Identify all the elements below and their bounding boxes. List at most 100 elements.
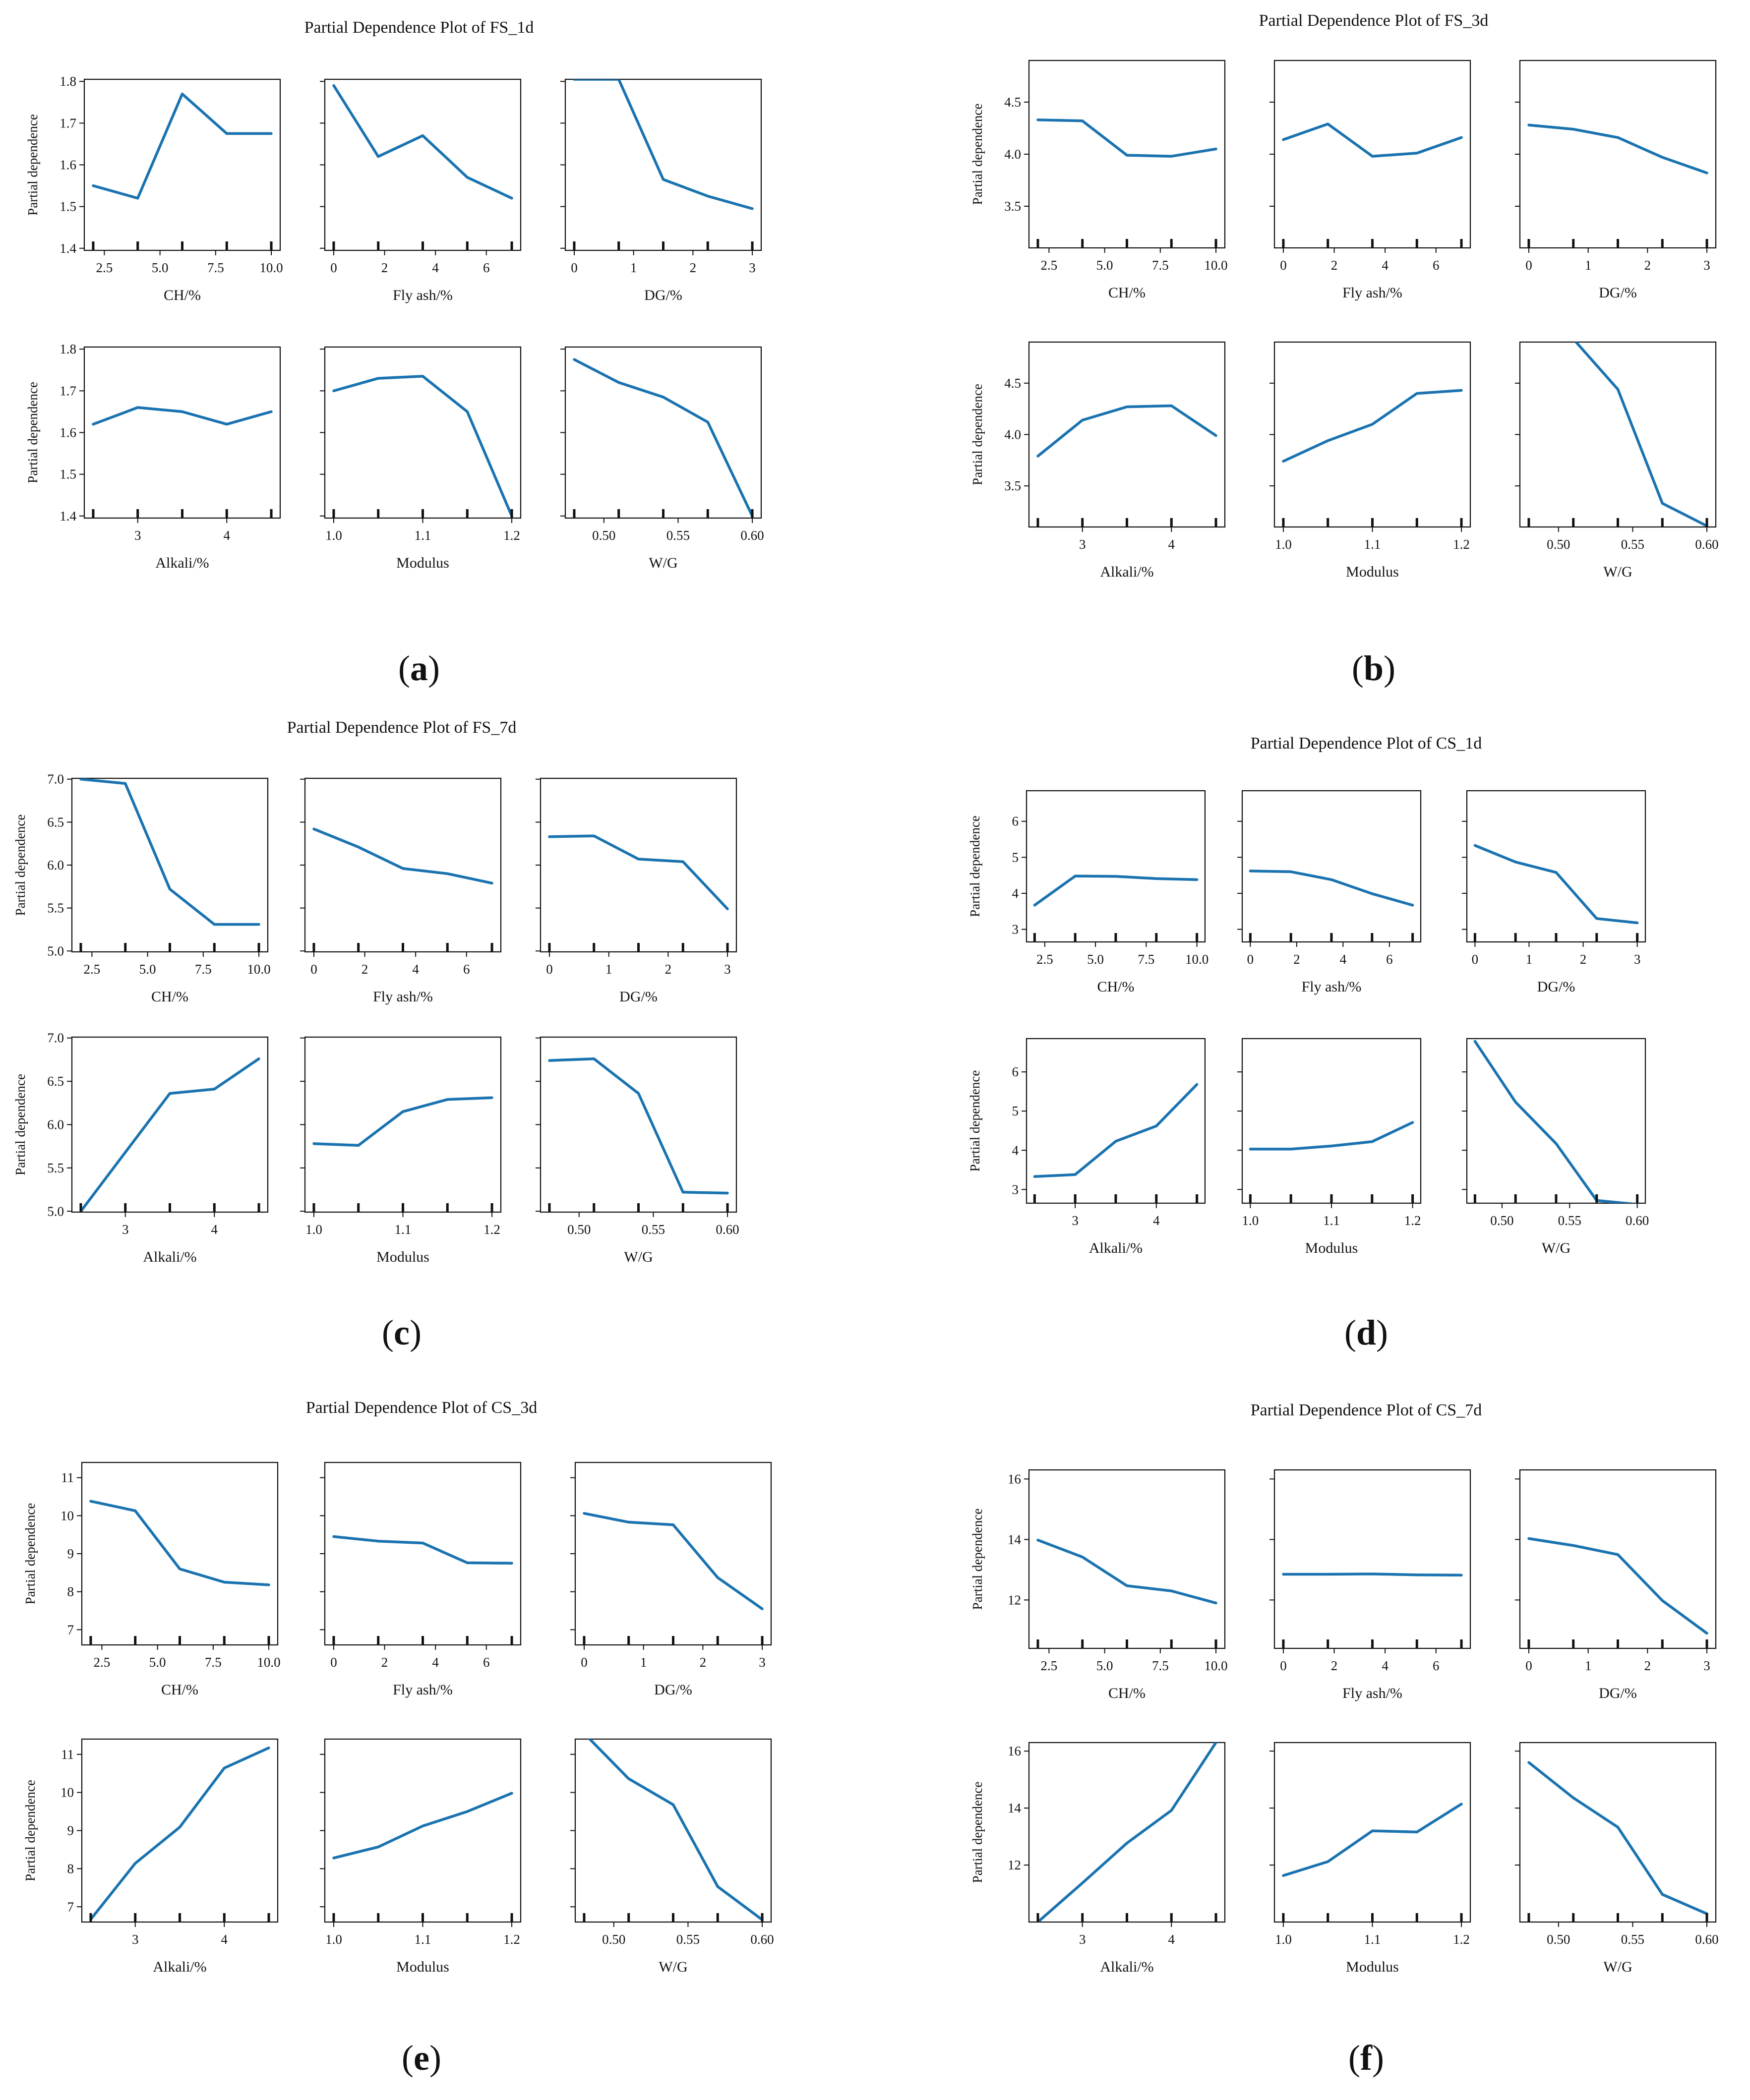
axes-frame bbox=[540, 777, 737, 953]
axes-frame bbox=[574, 1738, 772, 1923]
x-tick-label: 1.0 bbox=[325, 528, 342, 543]
x-tick-label: 4 bbox=[1382, 1658, 1388, 1673]
axes-frame bbox=[81, 1461, 279, 1646]
x-tick-label: 0.50 bbox=[602, 1932, 625, 1947]
x-axis-label: W/G bbox=[624, 1249, 653, 1265]
x-tick-label: 2 bbox=[362, 962, 368, 977]
pd-line bbox=[1527, 123, 1708, 175]
x-tick-label: 2 bbox=[665, 962, 672, 977]
y-tick-label: 3.5 bbox=[1004, 199, 1021, 214]
x-tick-label: 7.5 bbox=[205, 1655, 222, 1670]
x-tick-label: 3 bbox=[1072, 1213, 1079, 1228]
subplot-fly-ash: 0 2 4 6 Fly ash/% bbox=[320, 78, 522, 303]
y-axis-label: Partial dependence bbox=[970, 1782, 985, 1883]
panel-d: Partial Dependence Plot of CS_1d (d) 2.5 5.… bbox=[967, 734, 1649, 1352]
subplot-dg: 0 1 2 3 DG/% bbox=[1515, 1469, 1717, 1701]
x-tick-label: 2 bbox=[1644, 258, 1651, 273]
subplot-modulus: 1.0 1.1 1.2 Modulus bbox=[1237, 1038, 1422, 1256]
pd-line bbox=[548, 834, 729, 911]
subplot-w-g: 0.50 0.55 0.60 W/G bbox=[560, 346, 764, 571]
x-tick-label: 10.0 bbox=[259, 260, 283, 275]
y-tick-label: 4.5 bbox=[1004, 376, 1021, 391]
x-tick-label: 10.0 bbox=[257, 1655, 280, 1670]
y-tick-label: 16 bbox=[1008, 1471, 1021, 1486]
x-tick-label: 5.0 bbox=[139, 962, 156, 977]
y-tick-label: 6.0 bbox=[47, 858, 64, 873]
subplot-modulus: 1.0 1.1 1.2 Modulus bbox=[320, 1738, 522, 1975]
x-axis-label: Alkali/% bbox=[1100, 564, 1153, 580]
pd-line bbox=[1036, 1538, 1217, 1605]
axes-frame bbox=[1273, 59, 1471, 249]
subplot-ch: 2.5 5.0 7.5 10.0 CH/% 3 4 5 6 Partial dependence bbox=[967, 790, 1208, 995]
y-tick-label: 5.0 bbox=[47, 943, 64, 958]
x-tick-label: 6 bbox=[1433, 1658, 1440, 1673]
x-tick-label: 2.5 bbox=[1036, 952, 1053, 967]
x-tick-label: 6 bbox=[463, 962, 470, 977]
pd-line bbox=[79, 1057, 260, 1212]
x-tick-label: 2 bbox=[381, 1655, 388, 1670]
x-tick-label: 2 bbox=[1331, 258, 1338, 273]
x-tick-label: 0 bbox=[330, 260, 337, 275]
y-axis-label: Partial dependence bbox=[25, 382, 40, 483]
x-tick-label: 3 bbox=[1079, 537, 1086, 552]
pd-line bbox=[1033, 875, 1199, 907]
y-tick-label: 7.0 bbox=[47, 1031, 64, 1046]
x-tick-label: 10.0 bbox=[247, 962, 270, 977]
subplot-alkali: 3 4 Alkali/% 3 4 5 6 Partial dependence bbox=[967, 1038, 1206, 1256]
y-tick-label: 12 bbox=[1008, 1592, 1021, 1607]
pd-line bbox=[79, 778, 260, 926]
x-tick-label: 3 bbox=[1079, 1932, 1086, 1947]
y-tick-label: 8 bbox=[67, 1584, 74, 1599]
x-tick-label: 3 bbox=[749, 260, 756, 275]
y-axis-label: Partial dependence bbox=[23, 1503, 38, 1605]
x-tick-label: 6 bbox=[1386, 952, 1393, 967]
y-tick-label: 4.0 bbox=[1004, 427, 1021, 442]
x-tick-label: 0.60 bbox=[1695, 537, 1718, 552]
x-tick-label: 2 bbox=[690, 260, 697, 275]
subplot-w-g: 0.50 0.55 0.60 W/G bbox=[1515, 341, 1719, 580]
panel-title: Partial Dependence Plot of CS_3d bbox=[306, 1399, 537, 1417]
pd-line bbox=[89, 1746, 270, 1921]
x-tick-label: 7.5 bbox=[195, 962, 212, 977]
pd-line bbox=[332, 1792, 513, 1860]
x-tick-label: 3 bbox=[132, 1932, 139, 1947]
axes-frame bbox=[324, 1461, 522, 1646]
y-tick-label: 5 bbox=[1012, 850, 1019, 865]
panel-title: Partial Dependence Plot of CS_7d bbox=[1251, 1401, 1482, 1419]
pd-line bbox=[89, 1500, 270, 1586]
y-tick-label: 3 bbox=[1012, 1182, 1019, 1197]
x-tick-label: 0.55 bbox=[1621, 1932, 1644, 1947]
x-tick-label: 0 bbox=[1247, 952, 1254, 967]
x-tick-label: 0.50 bbox=[1547, 1932, 1570, 1947]
axes-frame bbox=[1028, 341, 1226, 528]
x-tick-label: 1.0 bbox=[1242, 1213, 1259, 1228]
x-axis-label: W/G bbox=[659, 1959, 687, 1975]
pd-line bbox=[92, 92, 273, 200]
y-tick-label: 5.5 bbox=[47, 901, 64, 916]
y-tick-label: 7 bbox=[67, 1622, 74, 1637]
axes-frame bbox=[1026, 790, 1206, 943]
pd-line bbox=[1282, 1803, 1463, 1877]
x-tick-label: 0 bbox=[571, 260, 578, 275]
y-tick-label: 5.5 bbox=[47, 1161, 64, 1175]
panel-label: (a) bbox=[398, 648, 440, 688]
subplot-modulus: 1.0 1.1 1.2 Modulus bbox=[1269, 1742, 1471, 1975]
subplot-dg: 0 1 2 3 DG/% bbox=[536, 777, 737, 1005]
x-axis-label: CH/% bbox=[164, 287, 201, 303]
axes-frame bbox=[324, 346, 522, 519]
y-tick-label: 11 bbox=[61, 1470, 74, 1485]
x-tick-label: 6 bbox=[483, 260, 490, 275]
y-tick-label: 1.8 bbox=[60, 342, 76, 356]
x-tick-label: 0 bbox=[1525, 258, 1532, 273]
pd-line bbox=[583, 1512, 764, 1610]
y-tick-label: 1.8 bbox=[60, 74, 76, 89]
subplot-alkali: 3 4 Alkali/% 5.0 5.5 6.0 6.5 7.0 Partial depende… bbox=[13, 1031, 269, 1265]
x-tick-label: 2 bbox=[1293, 952, 1300, 967]
y-tick-label: 1.6 bbox=[60, 158, 76, 173]
pd-line bbox=[332, 375, 513, 518]
x-tick-label: 1.1 bbox=[1364, 1932, 1381, 1947]
subplot-ch: 2.5 5.0 7.5 10.0 CH/% 3.5 4.0 4.5 Partial depend… bbox=[970, 59, 1228, 301]
subplot-ch: 2.5 5.0 7.5 10.0 CH/% 1.4 1.5 1.6 1.7 1.8 Partial … bbox=[25, 74, 283, 303]
x-tick-label: 0.60 bbox=[716, 1222, 739, 1237]
